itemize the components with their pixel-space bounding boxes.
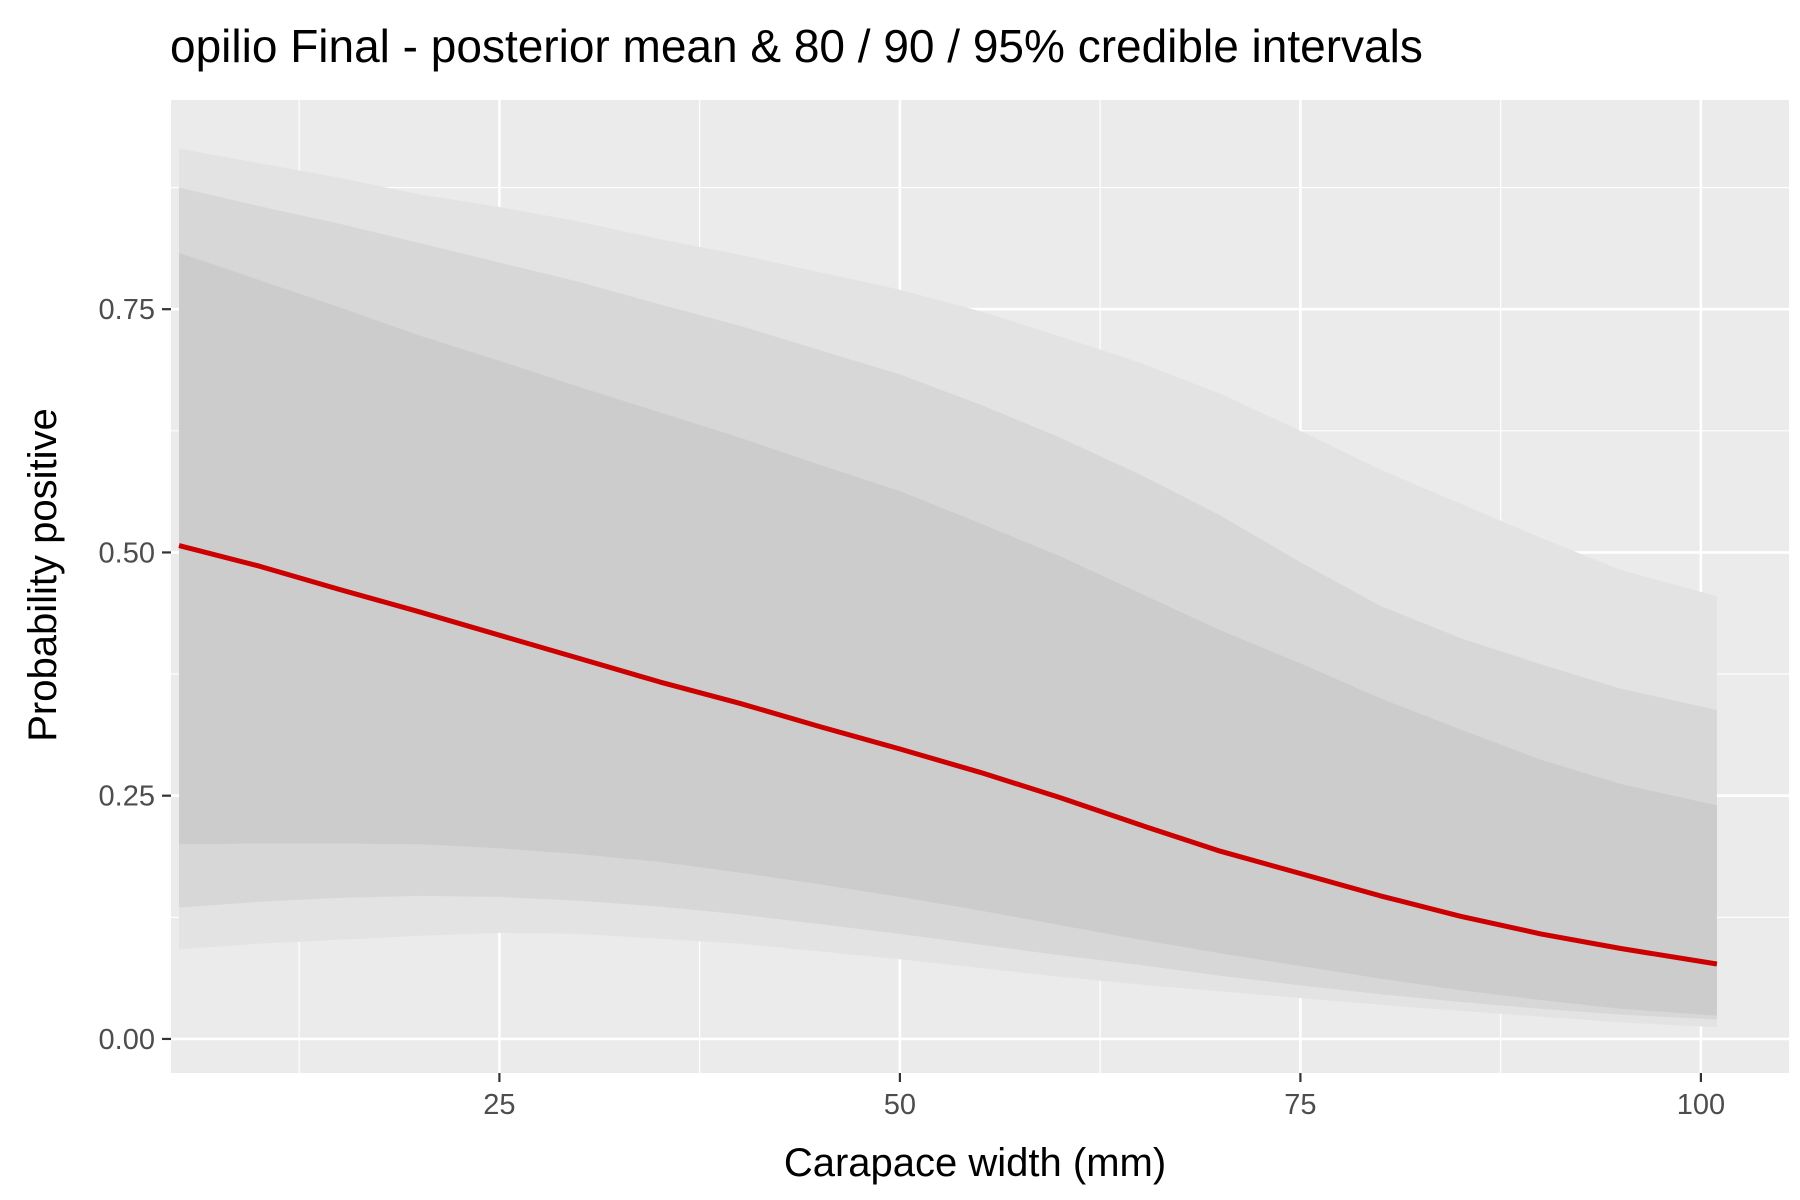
x-tick-label: 100: [1677, 1089, 1725, 1121]
y-axis: 0.00 0.25 0.50 0.75: [99, 294, 171, 1056]
y-tick-label: 0.00: [99, 1024, 155, 1056]
x-axis: 25 50 75 100: [483, 1073, 1725, 1121]
x-tick-label: 25: [483, 1089, 515, 1121]
y-tick-label: 0.25: [99, 781, 155, 813]
x-axis-title: Carapace width (mm): [784, 1141, 1166, 1185]
posterior-mean-line: [178, 543, 1718, 967]
credible-band-80: [179, 252, 1717, 1016]
y-axis-title: Probability positive: [21, 408, 65, 742]
y-tick-label: 0.75: [99, 294, 155, 326]
posterior-mean-lines: [178, 543, 1718, 967]
x-tick-label: 50: [884, 1089, 916, 1121]
y-tick-label: 0.50: [99, 537, 155, 569]
chart-title: opilio Final - posterior mean & 80 / 90 …: [170, 20, 1423, 72]
x-tick-label: 75: [1284, 1089, 1316, 1121]
credible-interval-bands: [179, 148, 1717, 1028]
